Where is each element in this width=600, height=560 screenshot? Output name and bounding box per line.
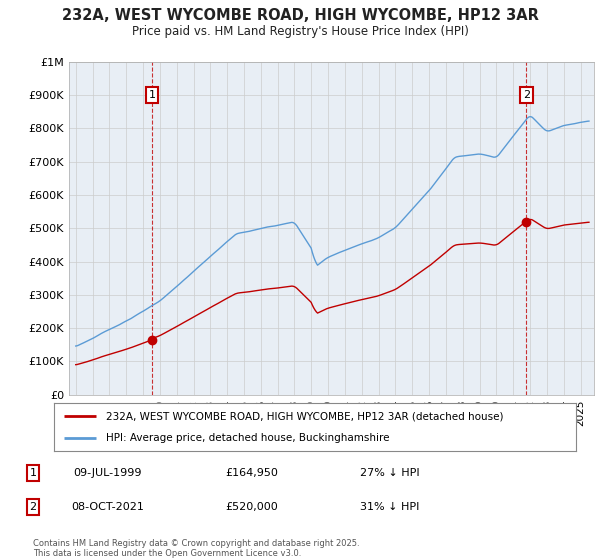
Text: £520,000: £520,000 — [226, 502, 278, 512]
Text: Contains HM Land Registry data © Crown copyright and database right 2025.: Contains HM Land Registry data © Crown c… — [33, 539, 359, 548]
Text: 27% ↓ HPI: 27% ↓ HPI — [360, 468, 420, 478]
Text: This data is licensed under the Open Government Licence v3.0.: This data is licensed under the Open Gov… — [33, 549, 301, 558]
Text: 2: 2 — [523, 90, 530, 100]
Text: 08-OCT-2021: 08-OCT-2021 — [71, 502, 145, 512]
Text: 2: 2 — [29, 502, 37, 512]
Text: 31% ↓ HPI: 31% ↓ HPI — [361, 502, 419, 512]
Text: Price paid vs. HM Land Registry's House Price Index (HPI): Price paid vs. HM Land Registry's House … — [131, 25, 469, 38]
Text: 1: 1 — [148, 90, 155, 100]
Text: 232A, WEST WYCOMBE ROAD, HIGH WYCOMBE, HP12 3AR: 232A, WEST WYCOMBE ROAD, HIGH WYCOMBE, H… — [62, 8, 538, 24]
Text: £164,950: £164,950 — [226, 468, 278, 478]
Text: HPI: Average price, detached house, Buckinghamshire: HPI: Average price, detached house, Buck… — [106, 433, 390, 443]
Text: 09-JUL-1999: 09-JUL-1999 — [74, 468, 142, 478]
Text: 232A, WEST WYCOMBE ROAD, HIGH WYCOMBE, HP12 3AR (detached house): 232A, WEST WYCOMBE ROAD, HIGH WYCOMBE, H… — [106, 411, 504, 421]
Text: 1: 1 — [29, 468, 37, 478]
